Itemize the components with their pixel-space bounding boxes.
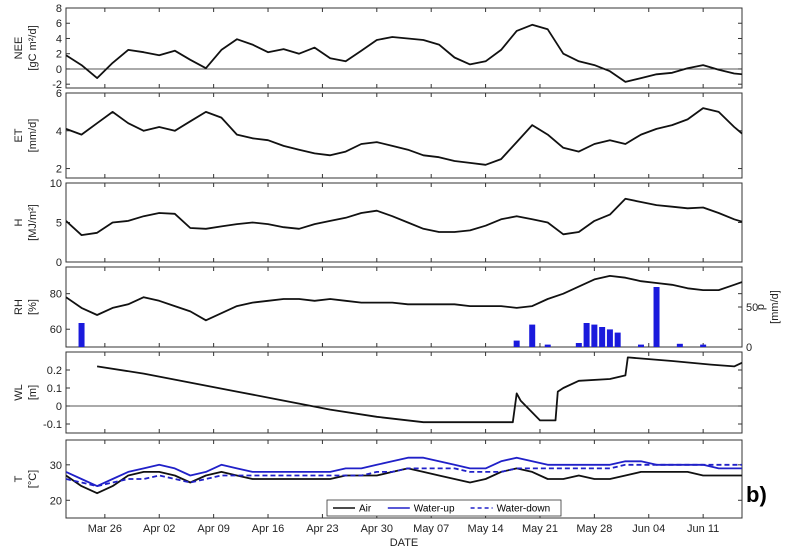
precip-bar bbox=[653, 287, 660, 347]
precip-bar bbox=[529, 324, 536, 347]
x-tick-label: Apr 23 bbox=[306, 523, 338, 535]
x-tick-label: Jun 11 bbox=[687, 523, 719, 535]
legend-label: Air bbox=[359, 504, 372, 515]
panel-frame bbox=[65, 7, 743, 89]
y-axis-unit: [°C] bbox=[27, 470, 39, 488]
y-tick-label: 0 bbox=[56, 64, 62, 76]
panel-h: 0 5 10 H [MJ/m²] bbox=[13, 178, 743, 269]
y2-axis-label: p bbox=[755, 304, 767, 310]
panel-frame bbox=[65, 182, 743, 263]
y-axis-label: WL bbox=[13, 384, 25, 401]
y-tick-label: 2 bbox=[56, 164, 62, 176]
precip-bar bbox=[606, 329, 613, 347]
y-axis-unit: [MJ/m²] bbox=[27, 204, 39, 241]
panel-et: 2 4 6 ET [mm/d] bbox=[13, 88, 743, 179]
y-tick-label: 4 bbox=[56, 126, 62, 138]
series-line-et bbox=[66, 107, 742, 166]
x-tick-label: May 21 bbox=[522, 523, 558, 535]
precip-bar bbox=[614, 332, 621, 347]
y-tick-label: 4 bbox=[56, 33, 62, 45]
legend-box bbox=[326, 499, 562, 517]
precip-bar bbox=[544, 344, 551, 347]
y-tick-label: 5 bbox=[56, 218, 62, 230]
precip-bar bbox=[78, 323, 85, 347]
precip-bar bbox=[575, 343, 582, 347]
legend-label: Water-down bbox=[497, 504, 551, 515]
x-tick-label: Jun 04 bbox=[632, 523, 665, 535]
precip-bar bbox=[755, 341, 761, 347]
precip-bar bbox=[513, 340, 520, 347]
precip-bar bbox=[599, 327, 606, 347]
y-tick-label: 6 bbox=[56, 88, 62, 100]
y-tick-label: 2 bbox=[56, 49, 62, 61]
y-tick-label: 20 bbox=[50, 495, 62, 507]
y-tick-label: 0 bbox=[56, 401, 62, 413]
x-tick-label: May 28 bbox=[576, 523, 612, 535]
legend-label: Water-up bbox=[414, 504, 455, 515]
x-tick-label: May 14 bbox=[468, 523, 504, 535]
y-axis-unit: [%] bbox=[27, 299, 39, 315]
y-axis-label: RH bbox=[13, 299, 25, 315]
precip-bar bbox=[637, 344, 644, 347]
y-axis-unit: [gC m²/d] bbox=[27, 25, 39, 70]
precip-bar bbox=[676, 343, 683, 347]
y2-axis-unit: [mm/d] bbox=[769, 290, 781, 324]
series-line-nee bbox=[66, 23, 742, 83]
y-tick-label: 0 bbox=[56, 257, 62, 269]
precip-bar bbox=[700, 344, 707, 347]
y-axis-label: H bbox=[13, 218, 25, 226]
x-tick-label: Apr 09 bbox=[197, 523, 229, 535]
series-line-rh bbox=[66, 275, 742, 322]
panel-nee: -2 0 2 4 6 8 NEE [gC m²/d] bbox=[13, 3, 743, 91]
x-tick-label: Apr 16 bbox=[252, 523, 284, 535]
y-tick-label: -2 bbox=[52, 79, 62, 91]
y-axis-label: NEE bbox=[13, 37, 25, 60]
series-line-wl bbox=[96, 356, 742, 424]
panel-frame bbox=[65, 266, 743, 348]
x-tick-label: Mar 26 bbox=[88, 523, 122, 535]
y-tick-label: 30 bbox=[50, 460, 62, 472]
panel-wl: -0.1 0 0.1 0.2 WL [m] bbox=[13, 351, 743, 434]
y-axis-unit: [m] bbox=[27, 385, 39, 400]
x-tick-label: May 07 bbox=[413, 523, 449, 535]
y-tick-label: -0.1 bbox=[43, 419, 62, 431]
x-axis-title: DATE bbox=[390, 537, 419, 549]
y-tick-label: 80 bbox=[50, 289, 62, 301]
panel-letter: b) bbox=[746, 482, 767, 507]
y-tick-label: 0.2 bbox=[47, 365, 62, 377]
panel-rh: 60 80 RH [%] 0 50p [mm/d] bbox=[13, 266, 781, 354]
series-line-h bbox=[66, 197, 742, 236]
series-line-air bbox=[66, 467, 742, 495]
panel-t: 20 30 T [°C] Air Water-up Water-down bbox=[13, 439, 743, 519]
x-tick-label: Apr 02 bbox=[143, 523, 175, 535]
series-line-water-down bbox=[66, 463, 742, 487]
y-axis-label: T bbox=[13, 475, 25, 482]
precip-bar bbox=[583, 323, 590, 347]
y-axis-unit: [mm/d] bbox=[27, 119, 39, 153]
precip-bar bbox=[591, 324, 598, 347]
y-tick-label: 6 bbox=[56, 18, 62, 30]
y-tick-label: 60 bbox=[50, 324, 62, 336]
legend: Air Water-up Water-down bbox=[326, 499, 562, 517]
y-tick-label: 8 bbox=[56, 3, 62, 15]
y2-tick-label: 0 bbox=[746, 342, 752, 354]
y-axis-label: ET bbox=[13, 128, 25, 142]
y-tick-label: 10 bbox=[50, 178, 62, 190]
x-tick-label: Apr 30 bbox=[361, 523, 393, 535]
y2-tick-label: 50 bbox=[746, 302, 758, 314]
y-tick-label: 0.1 bbox=[47, 383, 62, 395]
series-line-water-up bbox=[66, 456, 742, 487]
panel-frame bbox=[65, 92, 743, 179]
